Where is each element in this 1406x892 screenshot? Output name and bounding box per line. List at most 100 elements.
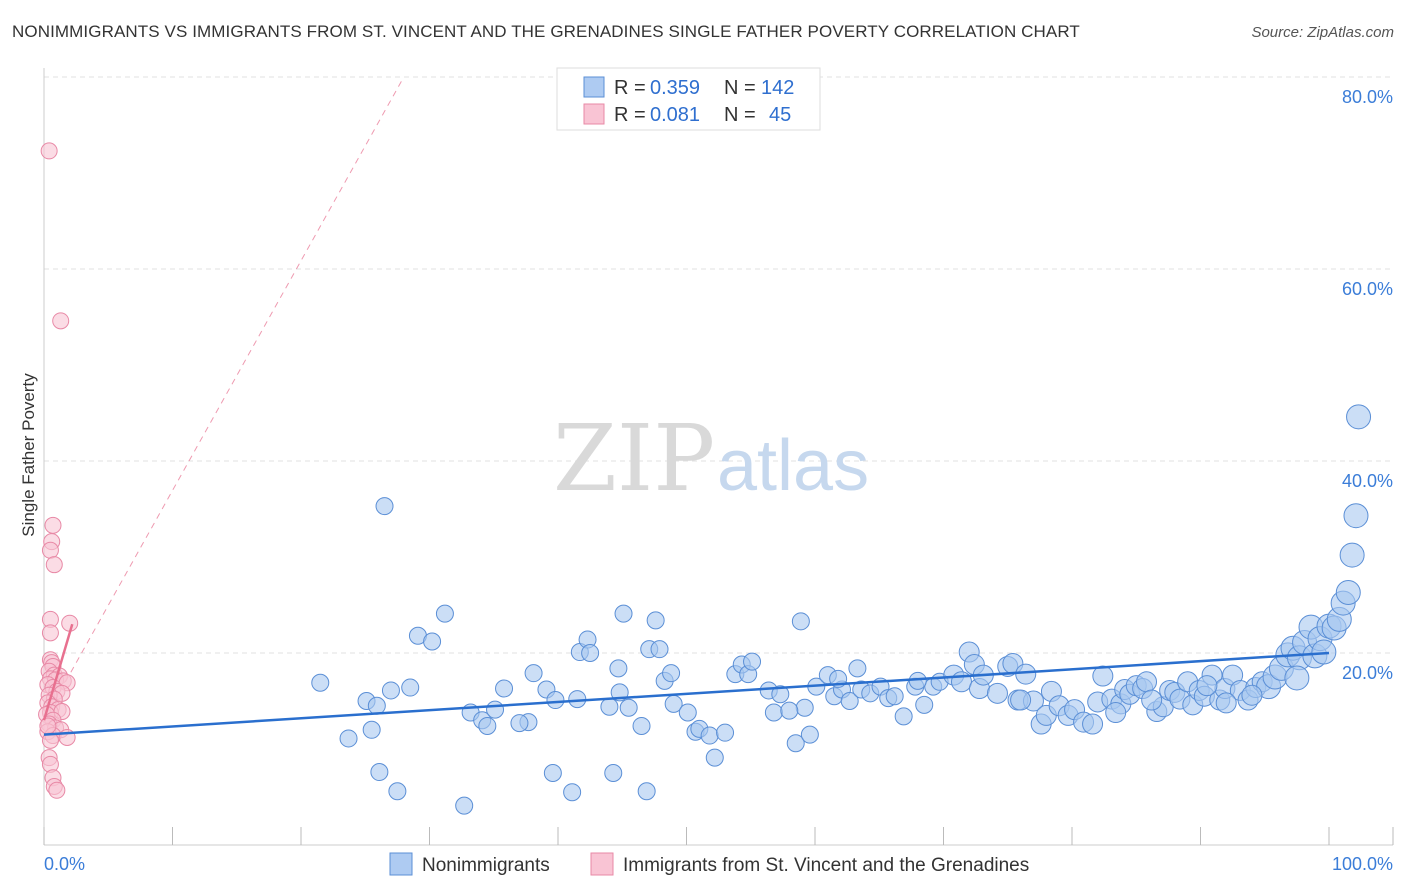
legend-n-label-2: N =: [724, 104, 756, 126]
nonimmigrants-point: [367, 696, 386, 715]
chart-title: NONIMMIGRANTS VS IMMIGRANTS FROM ST. VIN…: [12, 22, 1080, 41]
nonimmigrants-point: [1284, 665, 1310, 691]
nonimmigrants-point: [510, 714, 529, 733]
nonimmigrants-point: [543, 764, 562, 782]
nonimmigrants-point: [646, 611, 665, 630]
grid: [44, 76, 1393, 654]
nonimmigrants-point: [455, 796, 474, 815]
nonimmigrants-point: [401, 678, 420, 697]
nonimmigrants-point: [423, 632, 442, 651]
nonimmigrants-point: [885, 687, 904, 706]
nonimmigrants-point: [1141, 689, 1163, 711]
nonimmigrants-point: [1346, 404, 1372, 430]
nonimmigrants-point: [524, 664, 543, 683]
immigrants-points: [38, 142, 79, 799]
nonimmigrants-point: [1215, 692, 1237, 714]
nonimmigrants-point: [632, 716, 651, 735]
y-tick-label-60: 60.0%: [1342, 279, 1393, 299]
nonimmigrants-point: [388, 782, 407, 801]
legend: R = 0.359 N = 142 R = 0.081 N = 45: [556, 67, 821, 131]
legend-swatch-nonimmigrants: [583, 76, 605, 98]
immigrants-trend-extended: [43, 76, 405, 721]
x-tick-label-max: 100.0%: [1332, 854, 1393, 874]
legend-n-value-2: 45: [769, 104, 791, 126]
nonimmigrants-point: [791, 612, 810, 631]
bottom-legend-swatch-nonimmigrants: [389, 852, 413, 876]
immigrants-point: [52, 312, 70, 330]
nonimmigrants-point: [786, 734, 805, 753]
nonimmigrants-point: [678, 703, 697, 722]
nonimmigrants-point: [1335, 580, 1361, 606]
bottom-legend-label-immigrants: Immigrants from St. Vincent and the Gren…: [623, 855, 1029, 876]
bottom-legend: Nonimmigrants Immigrants from St. Vincen…: [389, 852, 1029, 876]
bottom-legend-swatch-immigrants: [590, 852, 614, 876]
nonimmigrants-point: [1339, 542, 1365, 568]
nonimmigrants-point: [1082, 713, 1104, 735]
nonimmigrants-trend-line: [43, 651, 1330, 736]
immigrants-point: [44, 516, 62, 534]
immigrants-trend-extension: [43, 76, 405, 721]
nonimmigrants-point: [764, 703, 783, 722]
legend-r-label-1: R =: [614, 77, 646, 99]
nonimmigrants-point: [1196, 675, 1218, 697]
nonimmigrants-point: [771, 685, 790, 704]
nonimmigrants-point: [339, 729, 358, 748]
immigrants-point: [41, 541, 59, 559]
source-label: Source: ZipAtlas.com: [1251, 24, 1394, 41]
nonimmigrants-point: [495, 679, 514, 698]
nonimmigrants-point: [795, 698, 814, 717]
watermark-atlas: atlas: [717, 426, 869, 506]
nonimmigrants-point: [1311, 639, 1337, 665]
y-tick-label-80: 80.0%: [1342, 87, 1393, 107]
nonimmigrants-point: [1092, 665, 1114, 687]
nonimmigrants-point: [743, 652, 762, 671]
nonimmigrants-point: [700, 726, 719, 745]
nonimmigrants-point: [915, 695, 934, 714]
nonimmigrants-points: [311, 404, 1372, 815]
immigrants-point: [39, 717, 57, 735]
x-tick-label-min: 0.0%: [44, 854, 85, 874]
nonimmigrants-point: [1105, 702, 1127, 724]
nonimmigrants-point: [840, 692, 859, 710]
nonimmigrants-point: [800, 725, 819, 744]
trend-lines: [42, 623, 1330, 736]
nonimmigrants-point: [375, 497, 394, 516]
y-tick-label-40: 40.0%: [1342, 471, 1393, 491]
immigrants-point: [40, 142, 58, 160]
nonimmigrants-point: [1343, 503, 1369, 529]
nonimmigrants-point: [1136, 671, 1158, 693]
nonimmigrants-point: [568, 690, 587, 709]
nonimmigrants-point: [486, 700, 505, 719]
nonimmigrants-point: [311, 673, 330, 692]
nonimmigrants-point: [435, 604, 454, 623]
nonimmigrants-point: [581, 644, 600, 662]
nonimmigrants-point: [614, 604, 633, 623]
y-tick-labels: 20.0% 40.0% 60.0% 80.0%: [1342, 87, 1393, 683]
watermark: ZIP atlas: [553, 405, 869, 512]
legend-swatch-immigrants: [583, 103, 605, 125]
y-axis-label: Single Father Poverty: [19, 373, 38, 537]
nonimmigrants-point: [478, 716, 497, 735]
nonimmigrants-point: [600, 697, 619, 716]
nonimmigrants-point: [848, 659, 867, 678]
legend-r-value-1: 0.359: [650, 77, 700, 99]
legend-n-value-1: 142: [761, 77, 794, 99]
y-tick-label-20: 20.0%: [1342, 663, 1393, 683]
nonimmigrants-point: [604, 764, 623, 782]
nonimmigrants-point: [650, 640, 669, 659]
immigrants-point: [48, 781, 66, 799]
legend-r-value-2: 0.081: [650, 104, 700, 126]
nonimmigrants-point: [362, 720, 381, 739]
nonimmigrants-point: [780, 701, 799, 720]
legend-r-label-2: R =: [614, 104, 646, 126]
nonimmigrants-point: [637, 782, 656, 801]
bottom-legend-label-nonimmigrants: Nonimmigrants: [422, 855, 550, 876]
immigrants-point: [45, 556, 63, 574]
nonimmigrants-point: [662, 664, 681, 683]
immigrants-point: [41, 624, 59, 642]
nonimmigrants-point: [908, 671, 927, 690]
nonimmigrants-point: [1010, 689, 1032, 711]
nonimmigrants-point: [705, 748, 724, 767]
nonimmigrants-point: [619, 698, 638, 717]
